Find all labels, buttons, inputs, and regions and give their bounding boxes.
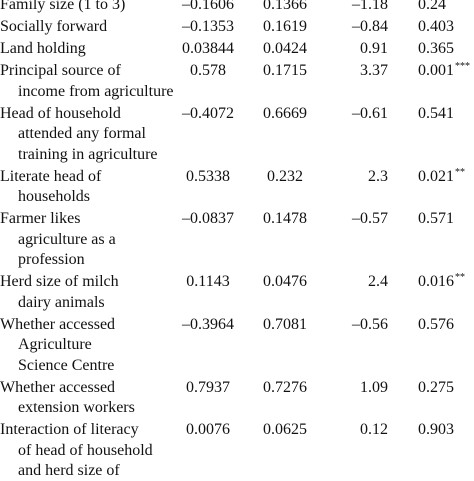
row-label: Socially forward <box>0 18 108 35</box>
z-value: –0.84 <box>352 18 388 35</box>
p-value: 0.571 <box>418 210 454 227</box>
z-value: 3.37 <box>360 62 388 79</box>
row-label: Family size (1 to 3) <box>0 0 126 13</box>
std-error: 0.1478 <box>263 210 307 227</box>
row-label: profession <box>18 251 85 268</box>
row-label: Farmer likes <box>0 210 81 227</box>
z-value: 2.3 <box>368 167 388 185</box>
std-error: 0.1619 <box>263 18 307 35</box>
z-value: 1.09 <box>360 378 388 396</box>
row-label: Literate head of <box>0 167 102 185</box>
z-value: 0.12 <box>360 421 388 438</box>
row-label: Science Centre <box>18 356 115 374</box>
significance: *** <box>455 61 470 72</box>
p-value: 0.903 <box>418 421 454 438</box>
coefficient: –0.4072 <box>182 104 234 122</box>
row-label: Whether accessed <box>0 315 116 333</box>
row-label: Interaction of literacy <box>0 421 139 438</box>
row-label: households <box>18 188 90 205</box>
coefficient: –0.0837 <box>182 210 234 227</box>
row-label: dairy animals <box>18 293 105 311</box>
z-value: –0.61 <box>352 104 388 122</box>
row-label: income from agriculture <box>18 82 174 100</box>
p-value: 0.24 <box>418 0 446 13</box>
p-value: 0.365 <box>418 40 454 57</box>
row-label: Herd size of milch <box>0 273 119 290</box>
coefficient: 0.03844 <box>182 40 234 57</box>
std-error: 0.0625 <box>263 421 307 438</box>
std-error: 0.0476 <box>263 273 307 290</box>
row-label: training in agriculture <box>18 145 158 163</box>
p-value: 0.001*** <box>418 61 470 79</box>
std-error: 0.232 <box>267 167 303 185</box>
significance: ** <box>455 166 465 178</box>
coefficient: –0.3964 <box>182 315 234 333</box>
z-value: 0.91 <box>360 40 388 57</box>
p-value: 0.403 <box>418 18 454 35</box>
z-value: –0.56 <box>352 315 388 333</box>
significance: ** <box>455 272 465 283</box>
p-value: 0.576 <box>418 315 454 333</box>
z-value: –1.18 <box>352 0 388 13</box>
coefficient: 0.5338 <box>186 167 230 185</box>
coefficient: 0.7937 <box>186 378 230 396</box>
row-label: and herd size of <box>18 462 120 479</box>
std-error: 0.7276 <box>263 378 307 396</box>
row-label: Agriculture <box>18 336 92 353</box>
std-error: 0.0424 <box>263 40 307 57</box>
p-value: 0.016** <box>418 272 465 290</box>
p-value: 0.275 <box>418 378 454 396</box>
std-error: 0.6669 <box>263 104 307 122</box>
coefficient: –0.1606 <box>182 0 234 13</box>
row-label: of head of household <box>18 441 153 459</box>
row-label: Head of household <box>0 104 121 122</box>
row-label: Land holding <box>0 40 86 57</box>
row-label: Whether accessed <box>0 378 116 396</box>
std-error: 0.1366 <box>263 0 307 13</box>
row-label: attended any formal <box>18 125 146 142</box>
row-label: extension workers <box>18 399 135 416</box>
coefficient: 0.1143 <box>186 273 230 290</box>
std-error: 0.7081 <box>263 315 307 333</box>
coefficient: –0.1353 <box>182 18 234 35</box>
z-value: 2.4 <box>368 273 388 290</box>
row-label: agriculture as a <box>18 230 116 248</box>
p-value: 0.021** <box>418 166 465 185</box>
p-value: 0.541 <box>418 104 454 122</box>
coefficient: 0.0076 <box>186 421 230 438</box>
z-value: –0.57 <box>352 210 388 227</box>
row-label: Principal source of <box>0 62 121 79</box>
std-error: 0.1715 <box>263 62 307 79</box>
coefficient: 0.578 <box>190 62 226 79</box>
